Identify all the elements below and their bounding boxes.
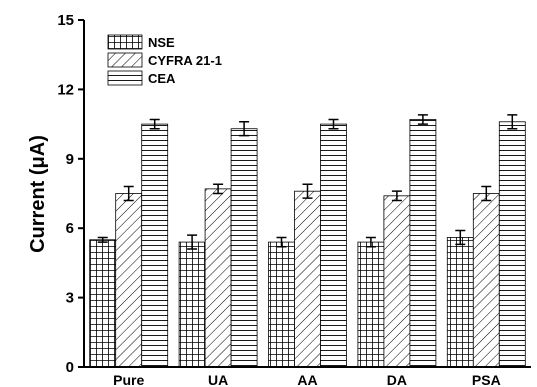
x-category-label: UA <box>208 372 228 387</box>
legend: NSE CYFRA 21-1 CEA <box>107 34 222 86</box>
error-bar <box>391 190 402 202</box>
bars <box>89 114 526 368</box>
error-bar <box>302 183 313 199</box>
error-bar <box>187 234 198 250</box>
bar-nse-ua <box>178 241 206 368</box>
y-tick-label: 9 <box>66 151 74 168</box>
bar-nse-pure <box>89 239 117 368</box>
bar-cea-aa <box>320 123 347 368</box>
x-category-label: PSA <box>472 372 501 387</box>
y-axis-label: Current (μA) <box>27 135 49 253</box>
y-axis-ticks: 0 3 6 9 12 15 <box>57 12 84 376</box>
bar-cea-ua <box>230 128 258 368</box>
error-bar <box>507 114 518 130</box>
error-bar <box>417 114 428 125</box>
y-tick-label: 15 <box>57 12 74 29</box>
x-category-label: AA <box>297 372 317 387</box>
y-tick-label: 3 <box>66 290 74 307</box>
y-tick-label: 0 <box>66 359 74 376</box>
legend-label: NSE <box>148 35 175 50</box>
legend-swatch <box>107 70 143 86</box>
bar-nse-da <box>357 241 385 368</box>
plot-axes <box>83 20 531 368</box>
bar-nse-psa <box>446 237 474 368</box>
error-bar <box>481 185 492 202</box>
error-bar <box>455 229 466 246</box>
bar-cyfra-21-1-psa <box>472 193 500 368</box>
error-bar <box>149 118 160 130</box>
y-tick-label: 12 <box>57 81 74 98</box>
y-tick-label: 6 <box>66 220 74 237</box>
x-category-label: DA <box>387 372 407 387</box>
error-bar <box>213 183 224 195</box>
error-bar <box>365 236 376 248</box>
legend-label: CYFRA 21-1 <box>148 53 222 68</box>
x-category-label: Pure <box>113 372 144 387</box>
x-axis-category-labels: Pure UA AA DA PSA <box>113 372 501 387</box>
bar-cyfra-21-1-pure <box>115 193 143 368</box>
error-bar <box>97 236 108 243</box>
legend-swatch <box>107 52 143 68</box>
error-bar <box>276 236 287 248</box>
legend-label: CEA <box>148 71 176 86</box>
legend-swatch <box>107 34 143 50</box>
error-bar <box>123 185 134 202</box>
error-bar <box>328 118 339 130</box>
bar-cyfra-21-1-aa <box>294 190 321 368</box>
bar-cyfra-21-1-ua <box>204 188 232 368</box>
bar-cyfra-21-1-da <box>383 195 411 368</box>
error-bar <box>239 121 250 137</box>
bar-cea-da <box>409 119 437 368</box>
bar-nse-aa <box>268 241 295 368</box>
bar-cea-pure <box>141 123 169 368</box>
bar-cea-psa <box>498 121 526 368</box>
